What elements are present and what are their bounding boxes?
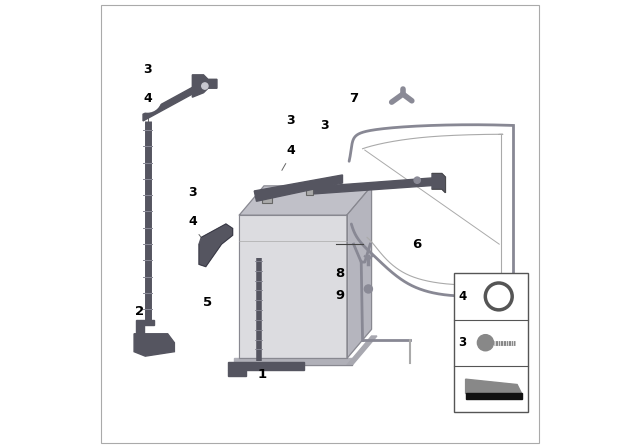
Polygon shape bbox=[254, 175, 342, 201]
FancyBboxPatch shape bbox=[306, 189, 313, 194]
Text: 4: 4 bbox=[287, 143, 295, 157]
Circle shape bbox=[364, 285, 372, 293]
Polygon shape bbox=[193, 75, 217, 97]
Text: 6: 6 bbox=[412, 237, 421, 251]
Polygon shape bbox=[136, 320, 154, 334]
Text: 2: 2 bbox=[135, 305, 145, 318]
FancyBboxPatch shape bbox=[454, 273, 529, 412]
Text: 1: 1 bbox=[257, 367, 266, 381]
Polygon shape bbox=[228, 362, 304, 370]
Circle shape bbox=[477, 335, 493, 351]
Text: 3: 3 bbox=[458, 336, 467, 349]
Text: 4: 4 bbox=[143, 92, 152, 105]
Polygon shape bbox=[199, 224, 233, 267]
Text: 9: 9 bbox=[335, 289, 345, 302]
Circle shape bbox=[134, 85, 161, 112]
Circle shape bbox=[311, 112, 338, 139]
Text: 3: 3 bbox=[320, 119, 329, 132]
Text: 3: 3 bbox=[287, 114, 295, 128]
Text: 4: 4 bbox=[458, 290, 467, 303]
Text: 8: 8 bbox=[335, 267, 345, 280]
Polygon shape bbox=[466, 379, 522, 393]
Circle shape bbox=[414, 177, 420, 183]
Circle shape bbox=[134, 56, 161, 83]
Polygon shape bbox=[314, 178, 432, 194]
Circle shape bbox=[179, 179, 206, 206]
Text: 5: 5 bbox=[204, 296, 212, 309]
Text: 3: 3 bbox=[188, 186, 196, 199]
Polygon shape bbox=[347, 336, 377, 365]
Text: 4: 4 bbox=[188, 215, 196, 228]
Circle shape bbox=[278, 137, 305, 164]
Text: 3: 3 bbox=[143, 63, 152, 76]
Polygon shape bbox=[239, 186, 372, 215]
Polygon shape bbox=[143, 87, 193, 121]
Polygon shape bbox=[432, 173, 445, 193]
Polygon shape bbox=[347, 186, 372, 358]
Circle shape bbox=[278, 108, 305, 134]
Text: 7: 7 bbox=[349, 92, 358, 105]
Polygon shape bbox=[466, 393, 522, 399]
Polygon shape bbox=[228, 370, 246, 376]
Polygon shape bbox=[239, 215, 347, 358]
Polygon shape bbox=[134, 334, 174, 356]
Circle shape bbox=[485, 283, 512, 310]
Circle shape bbox=[179, 208, 206, 235]
Circle shape bbox=[202, 83, 208, 89]
FancyBboxPatch shape bbox=[262, 195, 271, 203]
Polygon shape bbox=[234, 358, 352, 365]
